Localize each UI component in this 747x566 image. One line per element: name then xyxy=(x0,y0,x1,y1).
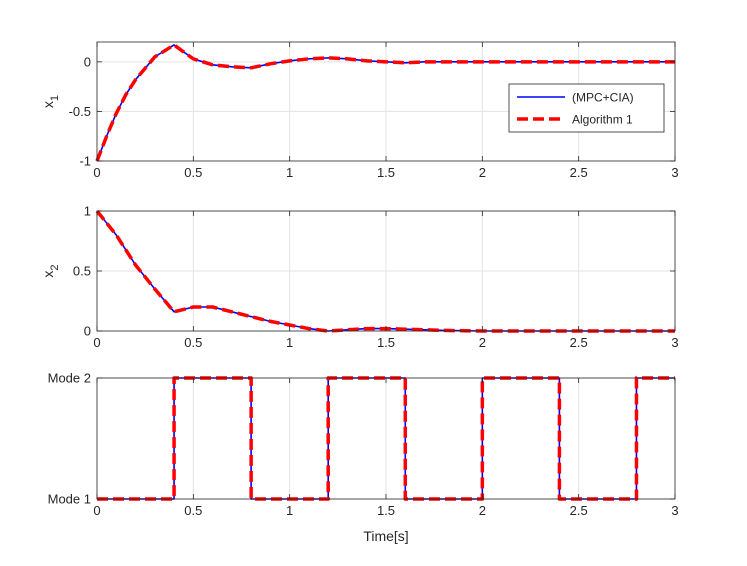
x-tick-label: 2.5 xyxy=(570,335,588,350)
x-tick-label: 0 xyxy=(93,335,100,350)
x-tick-label: 3 xyxy=(671,503,678,518)
legend-label: (MPC+CIA) xyxy=(572,91,634,105)
x-tick-label: 2.5 xyxy=(570,503,588,518)
x-axis-label: Time[s] xyxy=(363,528,408,544)
y-tick-label: 0.5 xyxy=(73,264,91,279)
legend: (MPC+CIA) Algorithm 1 xyxy=(508,83,665,133)
x-tick-label: 2 xyxy=(479,335,486,350)
subplot-3: 0 0.5 1 1.5 2 2.5 3 Mode 1 Mode 2 Time[s] xyxy=(48,371,679,545)
x-tick-label: 0 xyxy=(93,165,100,180)
x-tick-label: 1.5 xyxy=(377,503,395,518)
x-tick-label: 2.5 xyxy=(570,165,588,180)
x-tick-label: 1 xyxy=(286,165,293,180)
legend-box xyxy=(508,83,665,133)
x-tick-label: 1.5 xyxy=(377,165,395,180)
x-tick-label: 1.5 xyxy=(377,335,395,350)
y-tick-label: 0 xyxy=(84,324,91,339)
y-tick-label: -1 xyxy=(79,154,91,169)
y-axis-label-main: x xyxy=(40,101,56,108)
x-tick-label: 3 xyxy=(671,335,678,350)
y-axis-label-subscript: 2 xyxy=(49,264,61,270)
series-line-algorithm-1 xyxy=(95,209,675,333)
series-line-algorithm-1 xyxy=(95,43,675,162)
x-tick-label: 2 xyxy=(479,165,486,180)
y-tick-label: Mode 2 xyxy=(48,371,91,386)
x-tick-label: 1 xyxy=(286,503,293,518)
x-tick-label: 3 xyxy=(671,165,678,180)
y-tick-label: 0 xyxy=(84,54,91,69)
x-tick-label: 0.5 xyxy=(184,335,202,350)
x-tick-label: 0.5 xyxy=(184,165,202,180)
y-axis-label: x2 xyxy=(40,264,61,277)
x-tick-label: 2 xyxy=(479,503,486,518)
y-tick-label: Mode 1 xyxy=(48,492,91,507)
y-tick-label: -0.5 xyxy=(69,104,91,119)
y-axis-label: x1 xyxy=(40,95,61,108)
x-tick-label: 0 xyxy=(93,503,100,518)
legend-label: Algorithm 1 xyxy=(572,113,633,127)
x-tick-label: 1 xyxy=(286,335,293,350)
x-tick-label: 0.5 xyxy=(184,503,202,518)
y-axis-label-subscript: 1 xyxy=(49,95,61,101)
y-axis-label-main: x xyxy=(40,271,56,278)
y-tick-label: 1 xyxy=(84,204,91,219)
